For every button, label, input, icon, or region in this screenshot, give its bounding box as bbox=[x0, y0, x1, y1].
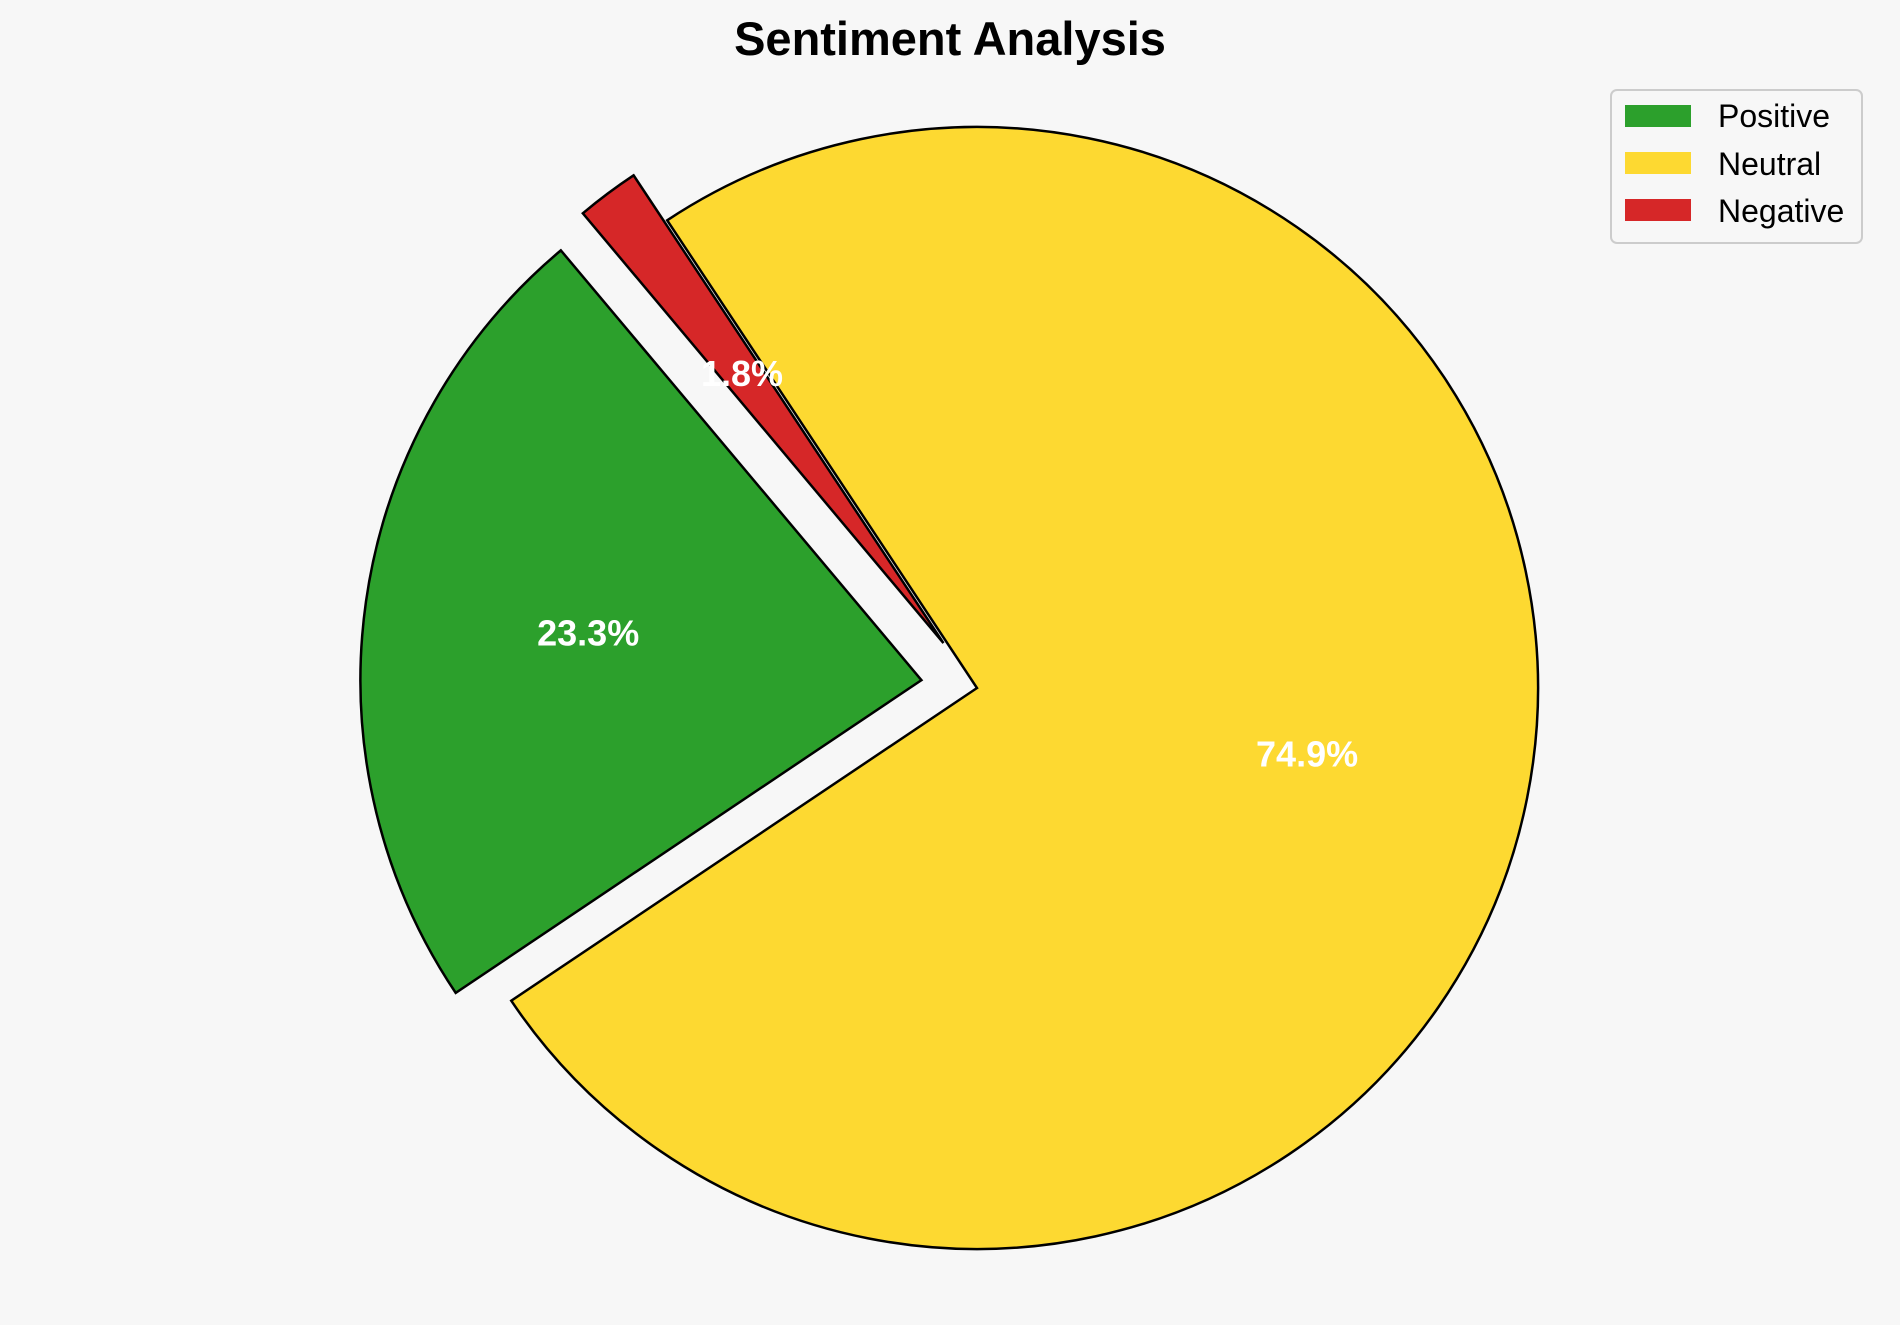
legend-label-neutral: Neutral bbox=[1718, 146, 1821, 182]
pie-slices bbox=[359, 125, 1540, 1251]
legend-label-positive: Positive bbox=[1718, 98, 1830, 134]
pie-slice-negative bbox=[581, 173, 945, 644]
pie-slice-label-neutral: 74.9% bbox=[1256, 733, 1358, 774]
legend-label-negative: Negative bbox=[1718, 193, 1844, 229]
pie-slice-neutral bbox=[509, 125, 1540, 1251]
pie-slice-positive bbox=[359, 248, 924, 995]
pie-slice-label-negative: 1.8% bbox=[701, 353, 783, 394]
legend-swatch-positive bbox=[1625, 105, 1691, 127]
chart-title: Sentiment Analysis bbox=[734, 12, 1166, 65]
legend-swatch-negative bbox=[1625, 199, 1691, 221]
legend: Positive Neutral Negative bbox=[1610, 89, 1863, 244]
pie-slice-label-positive: 23.3% bbox=[537, 612, 639, 653]
legend-swatch-neutral bbox=[1625, 152, 1691, 174]
pie-slice-labels: 23.3% 74.9% 1.8% bbox=[537, 353, 1358, 775]
